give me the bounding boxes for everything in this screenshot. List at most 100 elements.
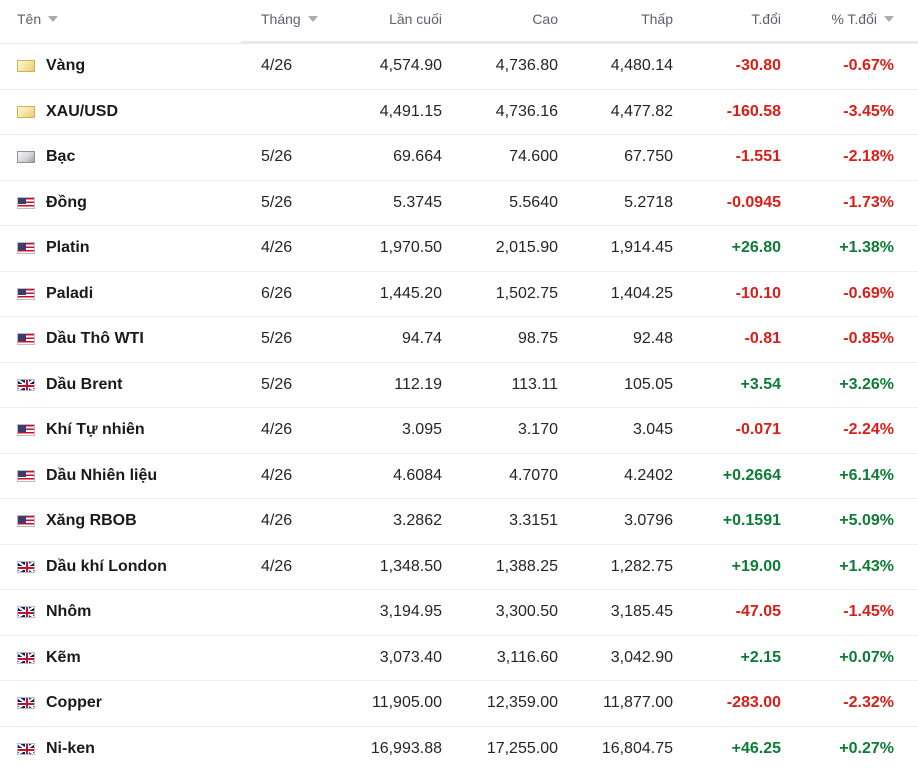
percent-change: -0.69% <box>843 284 894 302</box>
last-price: 112.19 <box>394 375 442 393</box>
last-price: 3.2862 <box>393 512 442 530</box>
contract-month: 5/26 <box>261 330 293 348</box>
last-price: 3,073.40 <box>379 648 442 666</box>
high-price: 3.170 <box>517 421 558 439</box>
header-high[interactable]: Cao <box>532 11 558 27</box>
header-divider-bar <box>241 41 918 44</box>
header-change[interactable]: T.đổi <box>751 11 781 27</box>
high-price: 17,255.00 <box>486 740 558 758</box>
table-row[interactable]: Platin 4/26 1,970.50 2,015.90 1,914.45 +26.80… <box>0 226 918 272</box>
sort-caret-icon[interactable] <box>307 16 318 22</box>
uk-flag-icon <box>17 743 35 756</box>
last-price: 4,491.15 <box>379 102 442 120</box>
last-price: 5.3745 <box>393 193 442 211</box>
percent-change: +0.07% <box>839 648 894 666</box>
low-price: 16,804.75 <box>601 740 673 758</box>
price-change: -0.0945 <box>726 193 781 211</box>
table-row[interactable]: Dầu Nhiên liệu 4/26 4.6084 4.7070 4.2402 +0.2… <box>0 454 918 499</box>
commodity-name-link[interactable]: XAU/USD <box>46 102 119 120</box>
commodity-name-link[interactable]: Dầu Brent <box>46 375 123 393</box>
table-row[interactable]: Dầu Thô WTI 5/26 94.74 98.75 92.48 -0.81 -0.85… <box>0 317 918 363</box>
contract-month: 4/26 <box>261 57 293 75</box>
last-price: 1,970.50 <box>379 239 442 257</box>
commodity-name-link[interactable]: Dầu khí London <box>46 557 167 575</box>
low-price: 11,877.00 <box>603 694 673 712</box>
header-high-label: Cao <box>532 11 558 27</box>
percent-change: +0.27% <box>839 740 894 758</box>
header-low[interactable]: Thấp <box>641 11 673 27</box>
commodity-name-link[interactable]: Bạc <box>46 148 76 166</box>
commodity-name-link[interactable]: Xăng RBOB <box>46 512 137 530</box>
price-change: -0.071 <box>735 421 781 439</box>
table-row[interactable]: Copper 11,905.00 12,359.00 11,877.00 -283.00… <box>0 681 918 727</box>
us-flag-icon <box>17 424 35 437</box>
price-change: -0.81 <box>744 330 781 348</box>
percent-change: -0.85% <box>843 330 894 348</box>
low-price: 1,282.75 <box>610 557 673 575</box>
commodity-name-link[interactable]: Platin <box>46 239 90 257</box>
commodity-name-link[interactable]: Vàng <box>46 57 86 75</box>
price-change: +0.2664 <box>722 466 781 484</box>
table-row[interactable]: Dầu Brent 5/26 112.19 113.11 105.05 +3.54 +3.2… <box>0 363 918 408</box>
commodity-name-link[interactable]: Ni-ken <box>46 740 95 758</box>
commodity-name-link[interactable]: Kẽm <box>46 648 81 666</box>
table-row[interactable]: Xăng RBOB 4/26 3.2862 3.3151 3.0796 +0.1591 +5… <box>0 499 918 545</box>
last-price: 4.6084 <box>393 466 442 484</box>
commodity-name-link[interactable]: Nhôm <box>46 603 92 621</box>
low-price: 1,404.25 <box>610 284 673 302</box>
header-last[interactable]: Lần cuối <box>389 11 442 27</box>
low-price: 3.0796 <box>624 512 673 530</box>
table-row[interactable]: Khí Tự nhiên 4/26 3.095 3.170 3.045 -0.071 -2.… <box>0 408 918 454</box>
header-pct-change[interactable]: % T.đổi <box>831 11 894 27</box>
low-price: 3.045 <box>632 421 673 439</box>
percent-change: +1.43% <box>839 557 894 575</box>
contract-month: 5/26 <box>261 193 293 211</box>
low-price: 105.05 <box>624 375 673 393</box>
uk-flag-icon <box>17 606 35 619</box>
last-price: 94.74 <box>401 330 442 348</box>
sort-caret-icon[interactable] <box>884 16 894 22</box>
contract-month: 4/26 <box>261 466 293 484</box>
price-change: +0.1591 <box>722 512 781 530</box>
percent-change: -2.32% <box>843 694 894 712</box>
table-row[interactable]: Ni-ken 16,993.88 17,255.00 16,804.75 +46.25 +… <box>0 727 918 772</box>
last-price: 3,194.95 <box>379 603 442 621</box>
silver-icon <box>17 151 35 164</box>
high-price: 3,116.60 <box>496 648 558 666</box>
sort-caret-icon[interactable] <box>48 16 59 22</box>
table-row[interactable]: XAU/USD 4,491.15 4,736.16 4,477.82 -160.58 -3… <box>0 90 918 135</box>
contract-month: 4/26 <box>261 421 293 439</box>
price-change: -47.05 <box>735 603 781 621</box>
price-change: -283.00 <box>726 694 781 712</box>
low-price: 1,914.45 <box>610 239 673 257</box>
table-row[interactable]: Bạc 5/26 69.664 74.600 67.750 -1.551 -2.18% <box>0 135 918 181</box>
percent-change: +3.26% <box>839 375 894 393</box>
table-row[interactable]: Nhôm 3,194.95 3,300.50 3,185.45 -47.05 -1.45% <box>0 590 918 636</box>
table-row[interactable]: Paladi 6/26 1,445.20 1,502.75 1,404.25 -10.10… <box>0 272 918 317</box>
commodity-name-link[interactable]: Dầu Nhiên liệu <box>46 466 158 484</box>
commodity-name-link[interactable]: Dầu Thô WTI <box>46 330 144 348</box>
price-change: -10.10 <box>735 284 781 302</box>
commodity-name-link[interactable]: Đồng <box>46 193 87 211</box>
table-body: Vàng 4/26 4,574.90 4,736.80 4,480.14 -30.80 -0… <box>0 44 918 772</box>
percent-change: -2.24% <box>843 421 894 439</box>
high-price: 74.600 <box>509 148 558 166</box>
header-month[interactable]: Tháng <box>261 11 318 27</box>
percent-change: -1.45% <box>843 603 894 621</box>
table-row[interactable]: Kẽm 3,073.40 3,116.60 3,042.90 +2.15 +0.07% <box>0 636 918 681</box>
high-price: 3.3151 <box>509 512 558 530</box>
low-price: 4,480.14 <box>610 57 673 75</box>
contract-month: 5/26 <box>261 375 293 393</box>
price-change: +3.54 <box>740 375 781 393</box>
header-last-label: Lần cuối <box>389 11 442 27</box>
commodity-name-link[interactable]: Khí Tự nhiên <box>46 421 145 439</box>
header-name-label: Tên <box>17 11 42 27</box>
commodity-name-link[interactable]: Copper <box>46 694 102 712</box>
header-name[interactable]: Tên <box>17 11 59 27</box>
table-row[interactable]: Vàng 4/26 4,574.90 4,736.80 4,480.14 -30.80 -0… <box>0 44 918 90</box>
table-row[interactable]: Dầu khí London 4/26 1,348.50 1,388.25 1,282.… <box>0 545 918 590</box>
low-price: 4.2402 <box>624 466 673 484</box>
percent-change: +5.09% <box>839 512 894 530</box>
commodity-name-link[interactable]: Paladi <box>46 284 94 302</box>
table-row[interactable]: Đồng 5/26 5.3745 5.5640 5.2718 -0.0945 -1.73% <box>0 181 918 226</box>
